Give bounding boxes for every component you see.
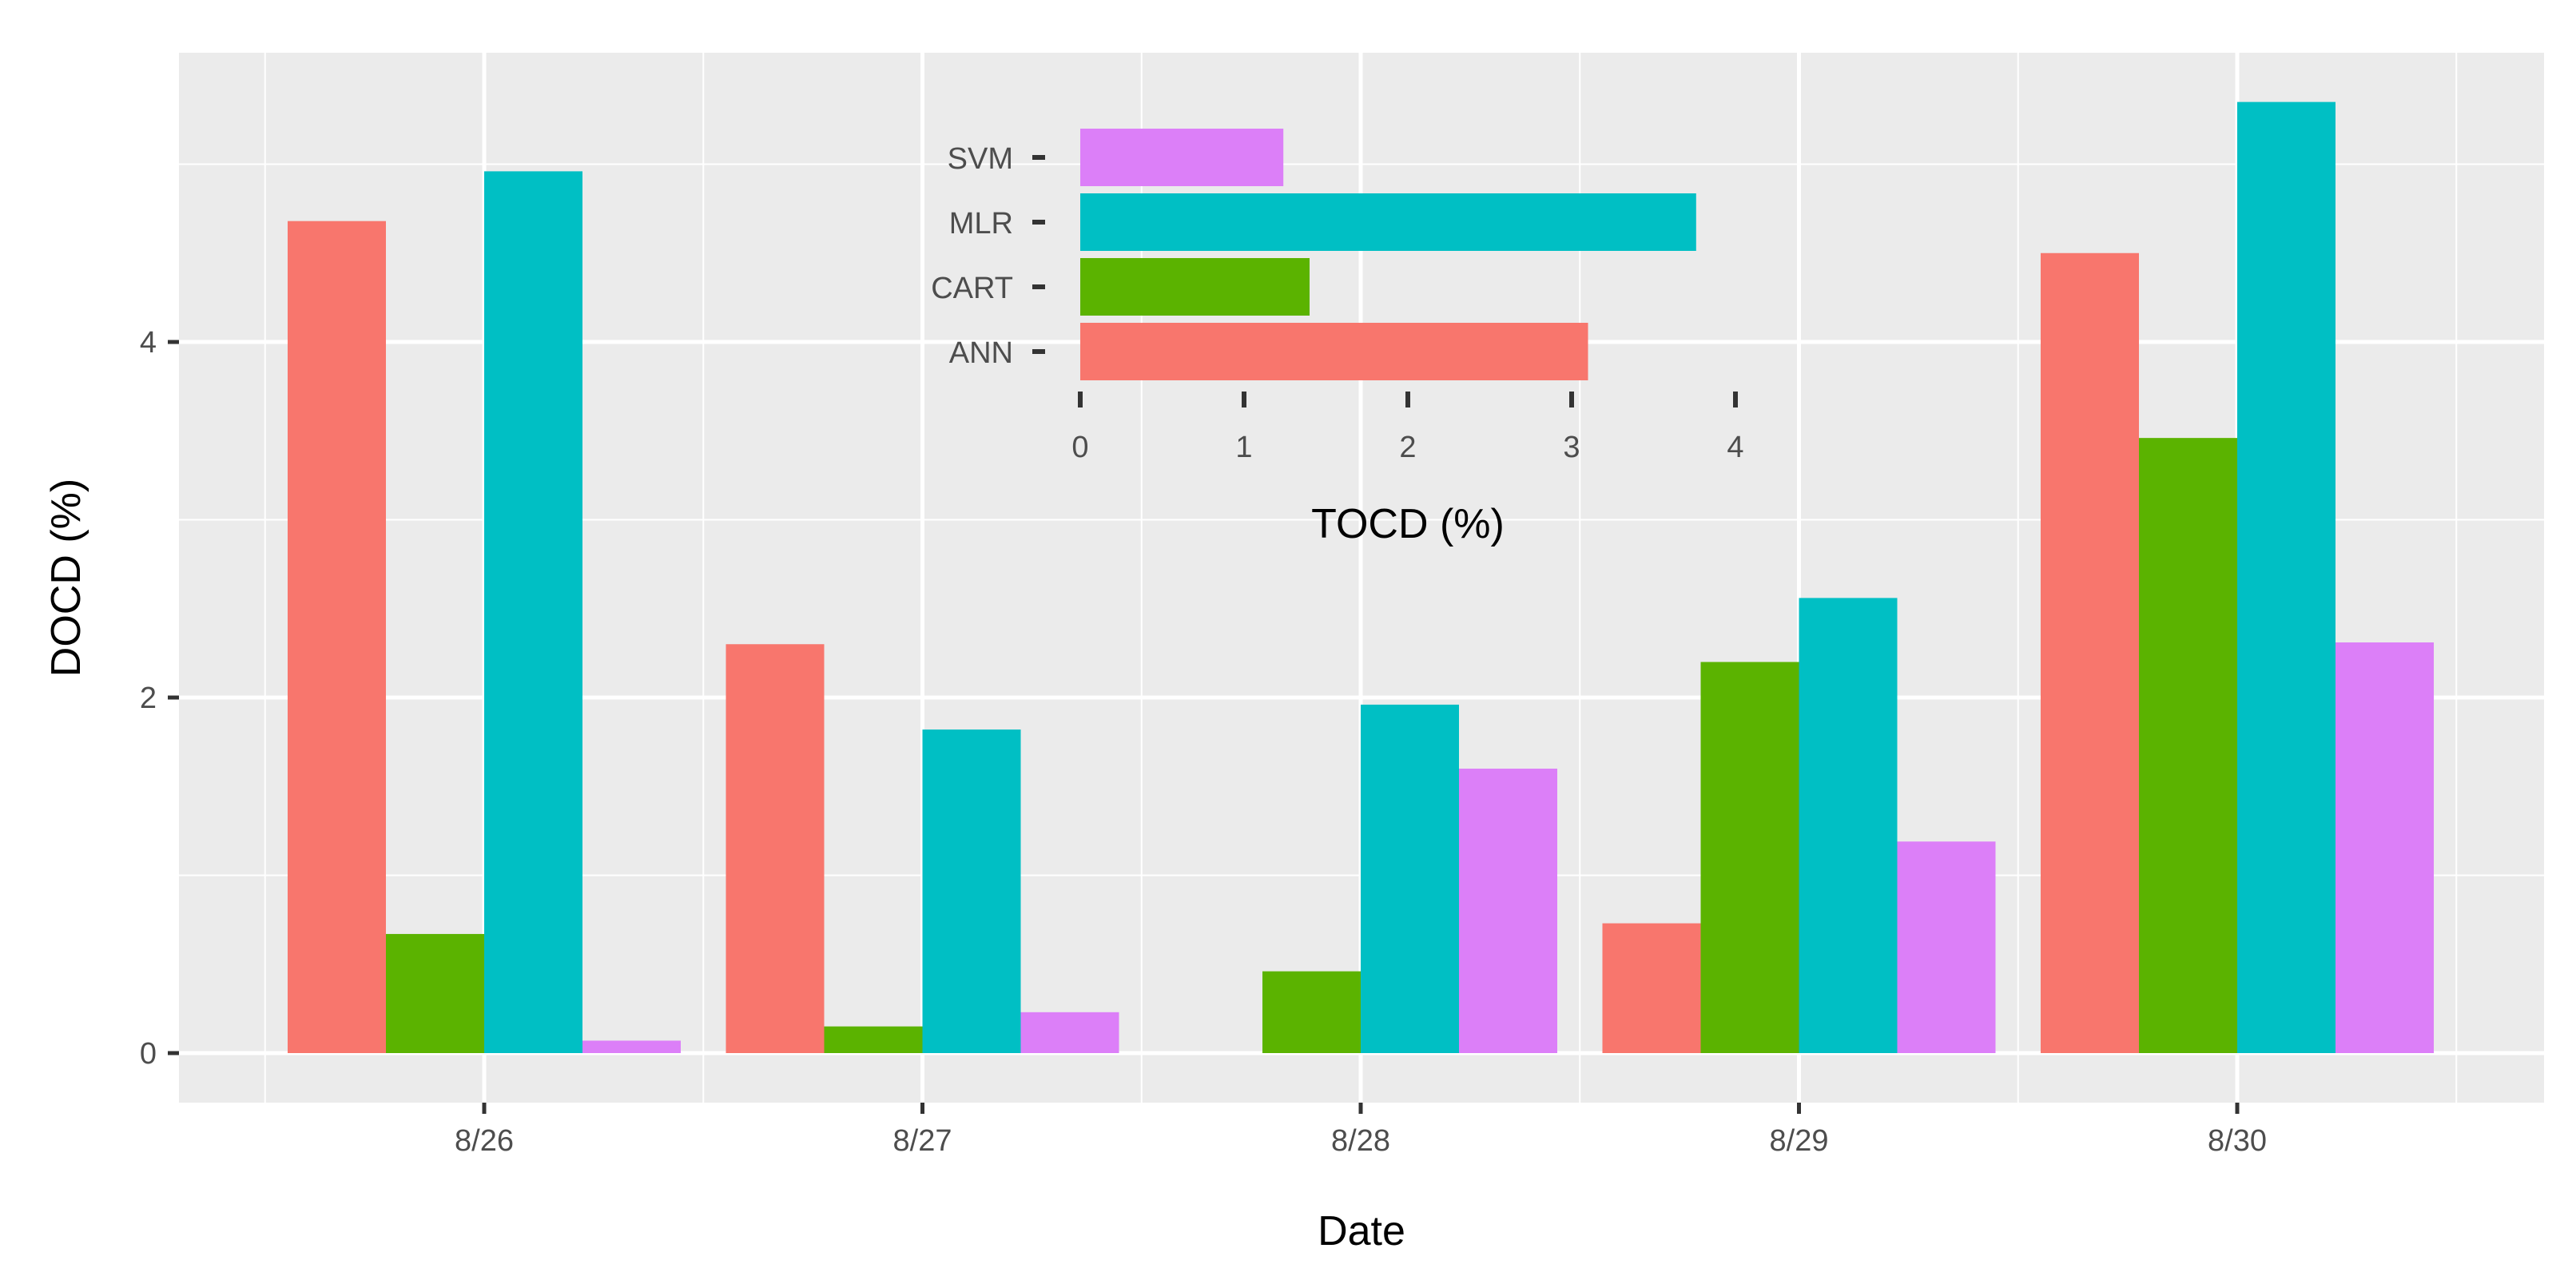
y-tick-label: 2: [140, 682, 157, 715]
bar-cart-8-27: [824, 1026, 923, 1053]
inset-y-tick-label: SVM: [948, 142, 1013, 176]
inset-y-tick-label: MLR: [949, 207, 1013, 241]
bar-cart-8-26: [386, 933, 484, 1053]
inset-x-tick-label: 1: [1235, 431, 1252, 464]
bar-mlr-8-29: [1799, 598, 1898, 1053]
inset-x-axis-title: TOCD (%): [1311, 501, 1505, 547]
bar-mlr-8-27: [922, 729, 1021, 1053]
inset-x-tick-label: 0: [1071, 431, 1088, 464]
bar-ann-8-26: [288, 221, 386, 1054]
tocd-inset-chart: SVM MLR CART ANN 0 1 2 3 4 TOCD (%): [931, 129, 1744, 547]
y-tick-label: 4: [140, 326, 157, 360]
x-tick-label: 8/26: [455, 1124, 514, 1158]
x-tick-label: 8/30: [2208, 1124, 2267, 1158]
inset-x-tick-label: 2: [1399, 431, 1416, 464]
inset-bar-cart: [1080, 258, 1310, 316]
bar-svm-8-30: [2335, 642, 2434, 1053]
bar-svm-8-29: [1897, 841, 1996, 1053]
bar-cart-8-30: [2139, 438, 2237, 1053]
inset-x-tick-label: 3: [1563, 431, 1580, 464]
bar-ann-8-29: [1602, 923, 1701, 1053]
bar-svm-8-28: [1459, 769, 1557, 1053]
inset-bar-mlr: [1080, 193, 1696, 251]
x-axis-title: Date: [1318, 1208, 1405, 1254]
bar-ann-8-27: [725, 644, 825, 1053]
bar-mlr-8-26: [484, 171, 582, 1053]
x-tick-label: 8/29: [1770, 1124, 1829, 1158]
y-axis-ticks: 0 2 4: [140, 326, 179, 1071]
bar-mlr-8-28: [1361, 704, 1459, 1053]
inset-x-axis-ticks: 0 1 2 3 4: [1071, 392, 1744, 464]
x-axis-ticks: 8/26 8/27 8/28 8/29 8/30: [455, 1103, 2267, 1158]
inset-y-axis-ticks: SVM MLR CART ANN: [931, 142, 1045, 370]
bar-mlr-8-30: [2237, 101, 2335, 1053]
bar-cart-8-28: [1262, 971, 1361, 1053]
bar-ann-8-30: [2041, 252, 2139, 1053]
x-tick-label: 8/28: [1331, 1124, 1390, 1158]
inset-x-tick-label: 4: [1727, 431, 1743, 464]
bars: [288, 101, 2434, 1054]
bar-cart-8-29: [1700, 662, 1799, 1053]
bar-svm-8-27: [1020, 1012, 1119, 1053]
bar-svm-8-26: [582, 1040, 681, 1053]
inset-y-tick-label: ANN: [949, 336, 1013, 370]
x-tick-label: 8/27: [893, 1124, 952, 1158]
inset-bar-svm: [1080, 129, 1284, 186]
y-tick-label: 0: [140, 1037, 157, 1071]
inset-bars: [1080, 129, 1696, 380]
y-axis-title: DOCD (%): [43, 479, 89, 677]
inset-y-tick-label: CART: [931, 272, 1013, 305]
inset-bar-ann: [1080, 323, 1588, 380]
